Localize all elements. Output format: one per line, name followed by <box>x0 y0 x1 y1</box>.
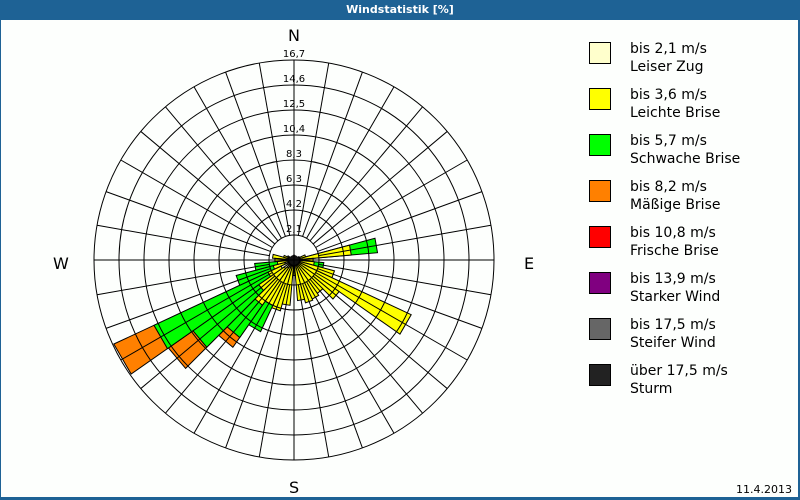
radial-tick-label: 10,4 <box>283 124 305 135</box>
footer-date: 11.4.2013 <box>736 483 792 496</box>
chart-panel <box>1 20 798 497</box>
grid-spoke <box>120 159 273 248</box>
grid-spoke <box>297 284 330 458</box>
compass-north: N <box>288 26 300 45</box>
radial-tick-label: 14,6 <box>283 74 305 85</box>
radial-tick-label: 16,7 <box>283 49 305 60</box>
legend-name-label: Leichte Brise <box>630 105 721 121</box>
legend-name-label: Sturm <box>630 381 673 397</box>
grid-spoke <box>120 272 273 361</box>
radial-tick-label: 12,5 <box>283 99 305 110</box>
grid-spoke <box>96 224 270 257</box>
grid-spoke <box>317 191 483 252</box>
legend-item-6: bis 13,9 m/s Starker Wind <box>589 271 789 318</box>
radial-tick-label: 6,3 <box>286 174 302 185</box>
radial-tick-label: 8,3 <box>286 149 302 160</box>
grid-spoke <box>140 275 276 389</box>
grid-spoke <box>309 106 423 242</box>
grid-spoke <box>302 283 363 449</box>
legend-name-label: Frische Brise <box>630 243 719 259</box>
legend-speed-label: über 17,5 m/s <box>630 363 728 379</box>
legend-name-label: Starker Wind <box>630 289 721 305</box>
legend-swatch <box>589 88 611 110</box>
legend-name-label: Mäßige Brise <box>630 197 721 213</box>
polar-grid <box>93 59 495 461</box>
legend-speed-label: bis 3,6 m/s <box>630 87 707 103</box>
grid-spoke <box>312 131 448 245</box>
legend-name-label: Steifer Wind <box>630 335 716 351</box>
legend-name-label: Schwache Brise <box>630 151 741 167</box>
legend-swatch <box>589 318 611 340</box>
legend-item-1: bis 2,1 m/s Leiser Zug <box>589 41 789 88</box>
legend-speed-label: bis 10,8 m/s <box>630 225 716 241</box>
grid-spoke <box>309 278 423 414</box>
legend-swatch <box>589 364 611 386</box>
legend-item-8: über 17,5 m/s Sturm <box>589 363 789 410</box>
grid-spoke <box>318 224 492 257</box>
legend-speed-label: bis 8,2 m/s <box>630 179 707 195</box>
grid-spoke <box>302 71 363 237</box>
grid-spoke <box>193 86 282 239</box>
legend-swatch <box>589 272 611 294</box>
grid-spoke <box>96 263 270 296</box>
grid-spoke <box>315 272 468 361</box>
legend-item-4: bis 8,2 m/s Mäßige Brise <box>589 179 789 226</box>
window-title: Windstatistik [%] <box>0 0 800 20</box>
legend-speed-label: bis 13,9 m/s <box>630 271 716 287</box>
legend-item-2: bis 3,6 m/s Leichte Brise <box>589 87 789 134</box>
legend-item-5: bis 10,8 m/s Frische Brise <box>589 225 789 272</box>
grid-spoke <box>165 106 279 242</box>
radial-tick-label: 4,2 <box>286 199 302 210</box>
grid-spoke <box>306 281 395 434</box>
legend-item-7: bis 17,5 m/s Steifer Wind <box>589 317 789 364</box>
legend-swatch <box>589 42 611 64</box>
grid-spoke <box>225 283 286 449</box>
legend-name-label: Leiser Zug <box>630 59 704 75</box>
legend-swatch <box>589 226 611 248</box>
grid-spoke <box>225 71 286 237</box>
legend-swatch <box>589 180 611 202</box>
legend-speed-label: bis 2,1 m/s <box>630 41 707 57</box>
grid-spoke <box>105 191 271 252</box>
grid-spoke <box>193 281 282 434</box>
wind-sectors <box>113 237 412 375</box>
grid-spoke <box>140 131 276 245</box>
grid-spoke <box>317 268 483 329</box>
grid-spoke <box>258 62 291 236</box>
grid-spoke <box>105 268 271 329</box>
legend-speed-label: bis 5,7 m/s <box>630 133 707 149</box>
grid-spoke <box>258 284 291 458</box>
legend-item-3: bis 5,7 m/s Schwache Brise <box>589 133 789 180</box>
grid-spoke <box>312 275 448 389</box>
legend-speed-label: bis 17,5 m/s <box>630 317 716 333</box>
compass-east: E <box>524 254 535 273</box>
grid-spoke <box>306 86 395 239</box>
compass-west: W <box>53 254 69 273</box>
grid-spoke <box>165 278 279 414</box>
grid-spoke <box>315 159 468 248</box>
radial-tick-labels: 2,1 4,2 6,3 8,3 10,4 12,5 14,6 16,7 <box>283 49 305 235</box>
compass-south: S <box>289 478 300 497</box>
radial-tick-label: 2,1 <box>286 224 302 235</box>
legend-swatch <box>589 134 611 156</box>
grid-spoke <box>297 62 330 236</box>
grid-spoke <box>318 263 492 296</box>
